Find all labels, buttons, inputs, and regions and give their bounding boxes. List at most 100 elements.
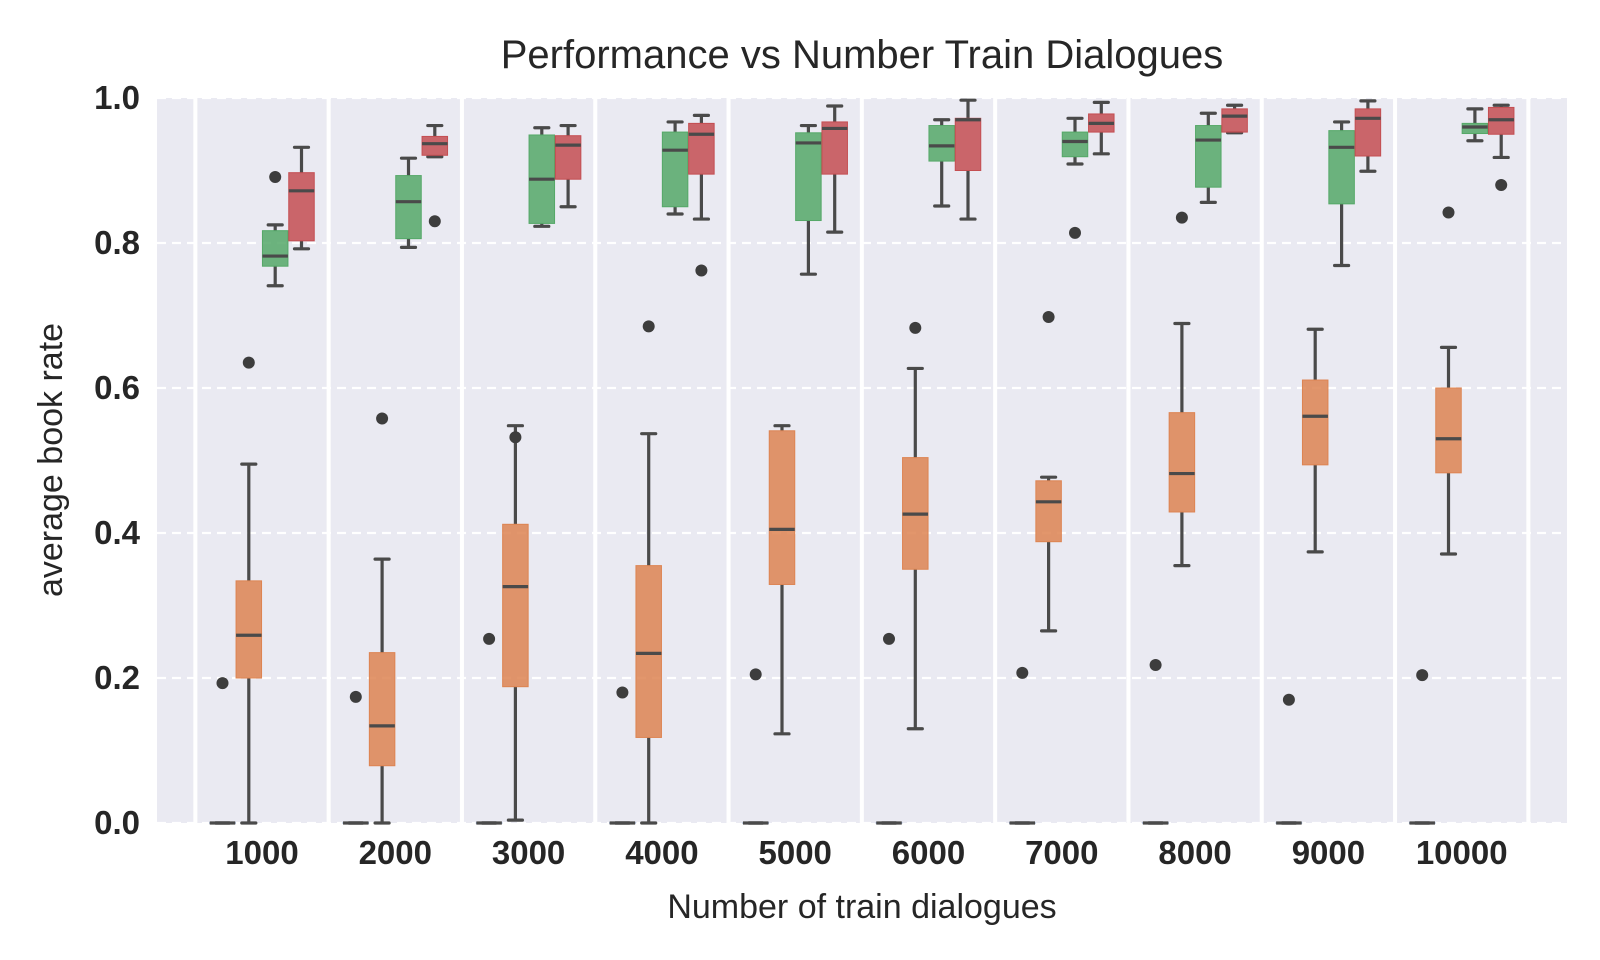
- box-s1-6000: [902, 321, 929, 731]
- box-s2-10000: [1461, 107, 1489, 143]
- box-body: [421, 135, 449, 156]
- outlier-point-0: [695, 264, 708, 277]
- outlier-point-0: [1149, 658, 1162, 671]
- box-s1-7000: [1035, 310, 1062, 633]
- box-body: [821, 121, 848, 175]
- box-s2-3000: [528, 126, 556, 228]
- y-tick-label-5: 1.0: [94, 79, 140, 116]
- y-tick-label-1: 0.2: [94, 659, 140, 696]
- box-body: [954, 117, 982, 172]
- box-body: [288, 172, 315, 242]
- box-s0-6000: [875, 632, 903, 825]
- outlier-point-0: [1069, 226, 1081, 239]
- box-body: [554, 135, 582, 180]
- box-s1-10000: [1435, 206, 1462, 556]
- outlier-point-0: [616, 686, 629, 699]
- box-s2-1000: [261, 171, 289, 288]
- box-s2-8000: [1195, 111, 1222, 204]
- box-s3-10000: [1487, 103, 1515, 191]
- y-tick-label-3: 0.6: [94, 369, 140, 406]
- outlier-point-0: [883, 632, 895, 645]
- outlier-point-0: [216, 677, 229, 690]
- x-tick-label-10000: 10000: [1416, 834, 1508, 871]
- box-body: [368, 652, 396, 767]
- box-body: [1354, 108, 1382, 157]
- outlier-point-0: [1016, 666, 1029, 679]
- box-s3-4000: [688, 113, 715, 277]
- outlier-point-0: [1042, 310, 1055, 323]
- box-body: [1301, 379, 1329, 466]
- outlier-point-0: [509, 431, 522, 444]
- box-s0-8000: [1142, 658, 1169, 825]
- box-body: [235, 580, 263, 679]
- box-s3-9000: [1354, 99, 1382, 173]
- box-s2-9000: [1328, 120, 1355, 268]
- box-s1-2000: [368, 412, 396, 825]
- outlier-point-0: [242, 356, 255, 369]
- box-s1-8000: [1168, 211, 1196, 568]
- box-body: [768, 430, 796, 585]
- outlier-point-0: [349, 690, 362, 703]
- box-body: [1035, 480, 1062, 543]
- box-s3-7000: [1088, 100, 1115, 156]
- box-s3-1000: [288, 145, 315, 251]
- outlier-point-0: [1442, 206, 1455, 219]
- box-s0-2000: [342, 690, 370, 825]
- x-axis-label: Number of train dialogues: [667, 888, 1056, 926]
- box-body: [928, 125, 955, 162]
- box-body: [502, 523, 529, 688]
- x-tick-label-1000: 1000: [225, 834, 298, 871]
- box-s0-1000: [209, 677, 236, 825]
- outlier-point-0: [483, 632, 496, 645]
- chart-title: Performance vs Number Train Dialogues: [501, 33, 1224, 77]
- category-separators: [193, 98, 1531, 823]
- outlier-point-0: [428, 215, 441, 228]
- box-body: [661, 131, 689, 208]
- box-s1-1000: [235, 356, 263, 825]
- box-body: [1195, 125, 1222, 188]
- outlier-point-0: [1416, 669, 1429, 682]
- box-s1-3000: [502, 424, 529, 822]
- box-s1-4000: [635, 320, 662, 825]
- box-body: [395, 175, 422, 240]
- box-s2-7000: [1061, 116, 1089, 239]
- x-tick-label-4000: 4000: [625, 834, 698, 871]
- box-s0-3000: [475, 632, 503, 825]
- box-body: [795, 132, 822, 222]
- y-tick-label-2: 0.4: [94, 514, 141, 551]
- x-tick-label-5000: 5000: [758, 834, 831, 871]
- x-tick-label-7000: 7000: [1025, 834, 1098, 871]
- x-tick-label-9000: 9000: [1292, 834, 1365, 871]
- box-body: [1061, 131, 1089, 158]
- box-s3-5000: [821, 104, 848, 234]
- y-tick-labels: 0.0 0.2 0.4 0.6 0.8 1.0: [94, 79, 141, 841]
- box-body: [1328, 130, 1355, 205]
- box-s0-7000: [1009, 666, 1036, 825]
- box-s3-2000: [421, 123, 449, 228]
- box-s1-5000: [768, 424, 796, 736]
- box-s2-2000: [395, 156, 422, 249]
- box-s3-3000: [554, 123, 582, 209]
- y-axis-label: average book rate: [32, 323, 70, 597]
- outlier-point-0: [642, 320, 655, 333]
- x-tick-label-8000: 8000: [1158, 834, 1231, 871]
- box-s0-4000: [609, 686, 636, 825]
- box-s3-6000: [954, 98, 982, 221]
- box-s0-10000: [1408, 669, 1436, 825]
- outlier-point-0: [1495, 179, 1508, 191]
- outlier-point-0: [749, 668, 762, 681]
- box-s0-5000: [742, 668, 769, 825]
- box-s2-6000: [928, 118, 955, 208]
- box-body: [1435, 387, 1462, 474]
- outlier-point-0: [909, 321, 922, 334]
- y-tick-label-4: 0.8: [94, 224, 140, 261]
- outlier-point-0: [269, 171, 282, 184]
- outlier-point-0: [1175, 211, 1188, 224]
- y-tick-label-0: 0.0: [94, 804, 140, 841]
- box-body: [1168, 412, 1196, 513]
- outlier-point-0: [376, 412, 389, 425]
- box-s2-5000: [795, 123, 822, 276]
- x-tick-labels: 1000 2000 3000 4000 5000 6000 7000 8000 9000 1000…: [225, 834, 1507, 871]
- box-s1-9000: [1301, 327, 1329, 554]
- box-marks: [209, 98, 1515, 825]
